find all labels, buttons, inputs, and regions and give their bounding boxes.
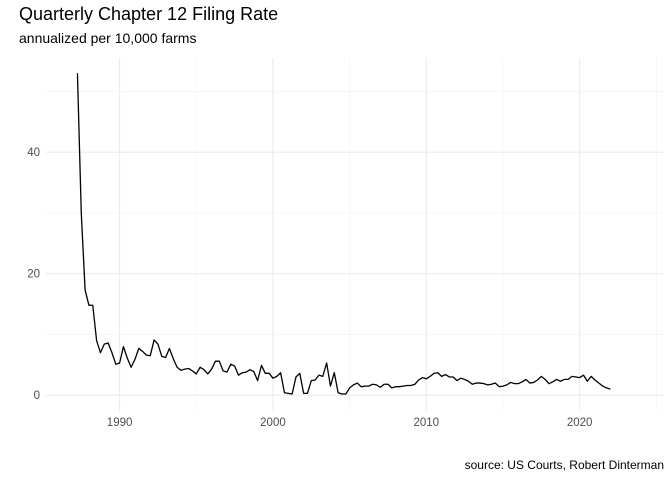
x-tick-label: 1990 (107, 417, 133, 429)
y-axis-tick-labels: 0 20 40 (27, 147, 40, 402)
x-tick-label: 2000 (260, 417, 286, 429)
y-tick-label: 40 (27, 147, 40, 159)
chart-caption: source: US Courts, Robert Dinterman (464, 458, 664, 472)
major-gridlines (46, 58, 664, 411)
minor-gridlines (46, 58, 664, 411)
y-tick-label: 0 (34, 390, 40, 402)
y-tick-label: 20 (27, 269, 40, 281)
series-group (76, 73, 611, 395)
x-tick-label: 2020 (567, 417, 593, 429)
x-tick-label: 2010 (414, 417, 440, 429)
chart-subtitle: annualized per 10,000 farms (19, 30, 197, 46)
filing-rate-line (76, 73, 611, 395)
chart-title: Quarterly Chapter 12 Filing Rate (19, 4, 279, 24)
x-axis-tick-labels: 1990 2000 2010 2020 (107, 417, 593, 429)
